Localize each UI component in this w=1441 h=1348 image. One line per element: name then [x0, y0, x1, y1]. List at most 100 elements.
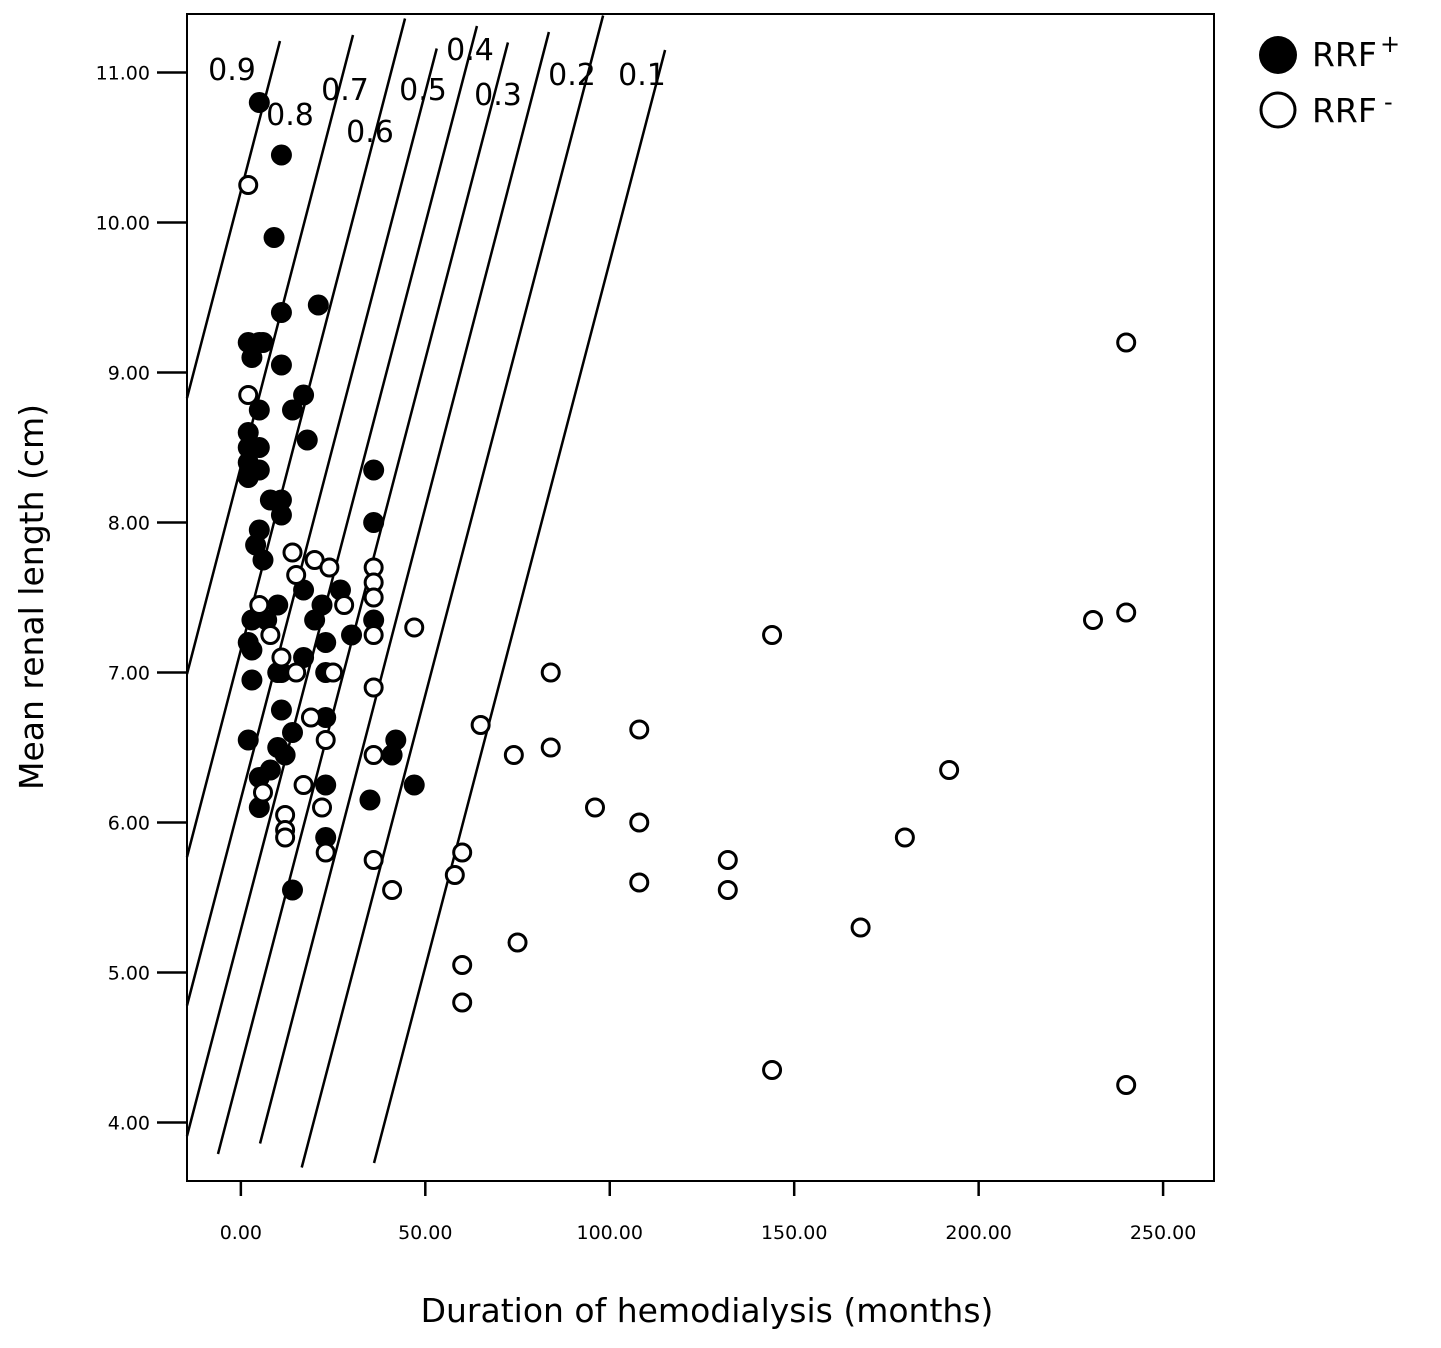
x-tick-label: 250.00 [1130, 1222, 1196, 1244]
point-rrf-negative [540, 737, 561, 758]
point-rrf-negative [894, 827, 915, 848]
point-rrf-negative [319, 557, 340, 578]
contour-line [185, 18, 407, 858]
point-rrf-positive [304, 609, 326, 631]
contour-line [300, 15, 605, 1168]
point-rrf-positive [315, 707, 337, 728]
point-rrf-negative [282, 542, 303, 563]
legend-item-rrf-negative: RRF - [1259, 88, 1393, 130]
point-rrf-negative [363, 625, 384, 645]
point-rrf-positive [237, 467, 259, 488]
legend-sup: + [1380, 30, 1400, 58]
x-tick-label: 50.00 [398, 1222, 452, 1244]
point-rrf-negative [1116, 332, 1137, 353]
point-rrf-negative [470, 715, 491, 735]
point-rrf-negative [1083, 610, 1104, 630]
contour-label: 0.1 [618, 58, 666, 93]
point-rrf-negative [315, 730, 336, 750]
contour-line [185, 34, 355, 675]
point-rrf-positive [241, 639, 263, 661]
point-rrf-negative [444, 865, 465, 885]
point-rrf-positive [282, 879, 304, 901]
point-rrf-positive [403, 774, 425, 796]
point-rrf-negative [275, 827, 296, 848]
point-rrf-positive [359, 789, 381, 811]
point-rrf-negative [300, 707, 321, 728]
legend-label: RRF [1312, 91, 1377, 130]
point-rrf-negative [286, 565, 307, 585]
contour-line [185, 25, 479, 1137]
point-rrf-negative [286, 662, 307, 683]
point-rrf-positive [252, 549, 274, 571]
point-rrf-positive [315, 774, 337, 796]
legend-label: RRF [1312, 35, 1377, 74]
y-tick-label: 5.00 [108, 963, 150, 985]
point-rrf-positive [293, 384, 315, 406]
point-rrf-negative [323, 662, 344, 683]
point-rrf-positive [282, 399, 304, 421]
point-rrf-negative [312, 797, 333, 818]
y-axis: 4.00 5.00 6.00 7.00 8.00 9.00 10.00 11.00 [96, 63, 187, 1135]
point-rrf-positive [270, 302, 292, 323]
point-rrf-positive [248, 92, 270, 113]
contour-label: 0.2 [548, 58, 596, 93]
point-rrf-positive [241, 669, 263, 691]
point-rrf-negative [452, 955, 473, 975]
point-rrf-positive [363, 609, 385, 631]
point-rrf-positive [248, 399, 270, 421]
point-rrf-negative [540, 662, 561, 683]
point-rrf-negative [260, 625, 281, 645]
point-rrf-negative [762, 1060, 783, 1080]
y-tick-label: 11.00 [96, 63, 150, 85]
point-rrf-negative [629, 872, 650, 893]
point-rrf-negative [503, 745, 524, 765]
contour-label: 0.8 [266, 98, 314, 133]
point-rrf-positive [307, 294, 329, 316]
legend: RRF + RRF - [1259, 30, 1400, 130]
point-rrf-negative [363, 745, 384, 765]
contour-label: 0.6 [346, 115, 394, 150]
point-rrf-negative [629, 719, 650, 740]
data-points [237, 92, 1137, 1095]
point-rrf-positive [270, 699, 292, 721]
y-tick-label: 9.00 [108, 363, 150, 385]
x-axis-title: Duration of hemodialysis (months) [421, 1291, 994, 1330]
legend-open-circle-icon [1259, 91, 1297, 129]
legend-filled-circle-icon [1259, 36, 1297, 74]
y-tick-label: 6.00 [108, 813, 150, 835]
x-tick-label: 150.00 [761, 1222, 827, 1244]
point-rrf-negative [363, 677, 384, 698]
point-rrf-positive [315, 632, 337, 653]
contour-label: 0.7 [321, 73, 369, 108]
contour-label: 0.3 [474, 78, 522, 113]
point-rrf-negative [315, 842, 336, 863]
contour-label: 0.5 [399, 73, 447, 108]
x-tick-label: 200.00 [945, 1222, 1011, 1244]
point-rrf-positive [241, 347, 263, 368]
contour-label: 0.9 [208, 53, 256, 88]
point-rrf-negative [584, 797, 605, 818]
point-rrf-positive [363, 459, 385, 481]
point-rrf-negative [939, 760, 960, 780]
legend-sup: - [1384, 88, 1393, 116]
y-tick-label: 7.00 [108, 663, 150, 685]
point-rrf-negative [452, 992, 473, 1013]
point-rrf-positive [270, 504, 292, 526]
x-tick-label: 0.00 [220, 1222, 262, 1244]
point-rrf-negative [507, 932, 528, 953]
point-rrf-negative [249, 595, 270, 615]
y-tick-label: 8.00 [108, 513, 150, 535]
point-rrf-positive [237, 422, 259, 443]
point-rrf-positive [274, 744, 296, 766]
x-axis: 0.00 50.00 100.00 150.00 200.00 250.00 [220, 1181, 1196, 1244]
y-tick-label: 10.00 [96, 213, 150, 235]
contour-line [372, 49, 667, 1164]
point-rrf-positive [296, 429, 318, 451]
point-rrf-negative [363, 850, 384, 870]
point-rrf-positive [237, 729, 259, 751]
point-rrf-negative [271, 647, 292, 668]
point-rrf-negative [717, 880, 738, 900]
point-rrf-positive [315, 827, 337, 848]
point-rrf-positive [252, 332, 274, 353]
